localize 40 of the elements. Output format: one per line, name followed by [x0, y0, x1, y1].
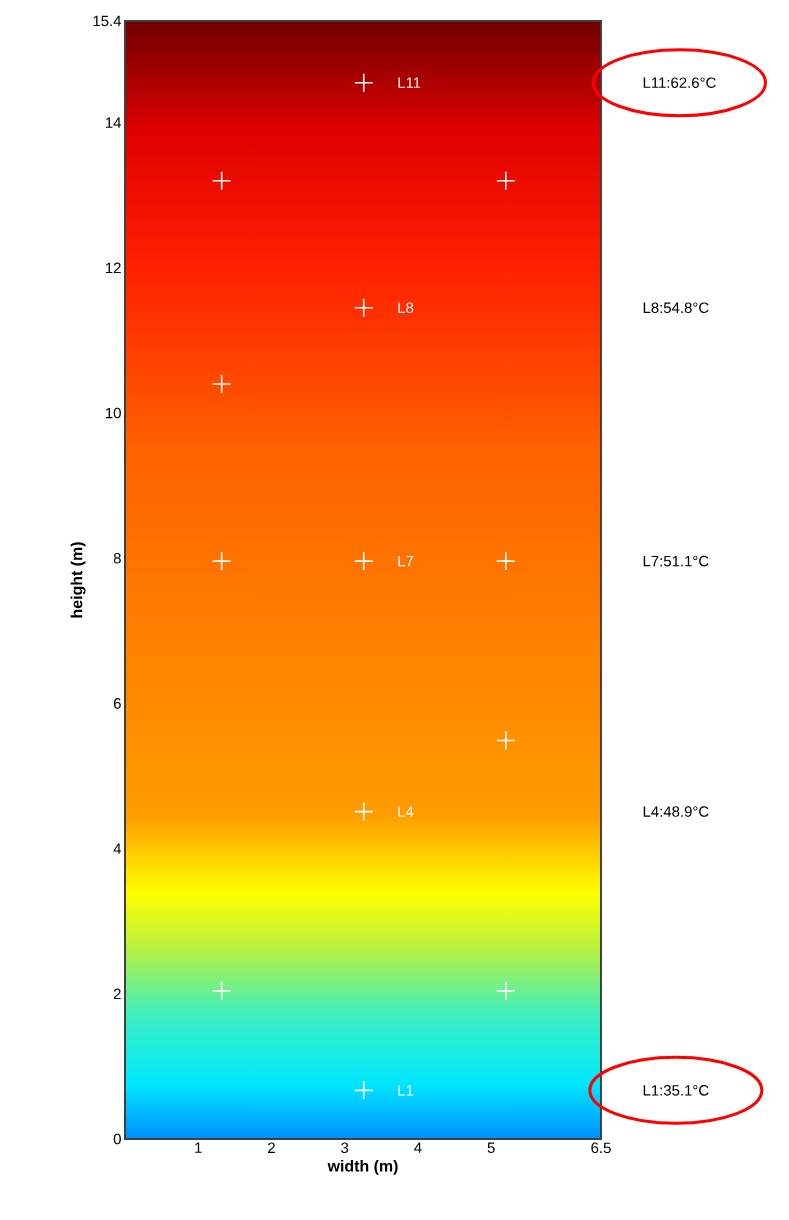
y-tick-label: 0	[113, 1133, 121, 1145]
x-axis-title: width (m)	[327, 1159, 398, 1175]
point	[496, 551, 516, 571]
y-tick-label: 12	[106, 262, 121, 274]
point	[496, 170, 516, 191]
y-tick-label: 6	[113, 698, 121, 709]
text: L8:54.8°C	[643, 302, 709, 314]
x-tick-label: 2	[268, 1142, 275, 1153]
y-tick-label: 14	[106, 117, 122, 128]
annotation: L8	[398, 302, 414, 314]
text: L11:62.6°C	[643, 77, 716, 88]
y-tick-label: 8	[113, 552, 121, 564]
y-tick-label: 4	[113, 843, 122, 854]
annotation: L7	[398, 555, 414, 567]
x-tick-label: 3	[341, 1142, 349, 1154]
point	[211, 551, 232, 571]
point	[353, 72, 374, 93]
text: L4:48.9°C	[643, 806, 709, 817]
y-tick-label: 2	[113, 988, 121, 1000]
point	[353, 1080, 374, 1101]
point	[211, 170, 232, 191]
annotation: L11	[398, 77, 421, 88]
y-axis-title: height (m)	[70, 542, 86, 618]
annotation: L4	[398, 806, 414, 817]
text: L1:35.1°C	[643, 1085, 709, 1096]
point	[353, 297, 374, 318]
point	[353, 801, 374, 822]
point	[211, 981, 232, 1001]
annotation: L1	[398, 1085, 414, 1096]
y-tick-label: 15.4	[93, 15, 122, 27]
x-tick-label: 4	[414, 1142, 422, 1153]
x-tick-label: 1	[195, 1142, 202, 1153]
y-tick-label: 10	[106, 407, 121, 419]
point	[211, 374, 232, 394]
point	[496, 730, 516, 751]
text: L7:51.1°C	[643, 555, 709, 567]
x-tick-label: 6.5	[591, 1142, 611, 1154]
point	[353, 551, 374, 571]
point	[496, 981, 516, 1001]
x-tick-label: 5	[487, 1142, 495, 1153]
